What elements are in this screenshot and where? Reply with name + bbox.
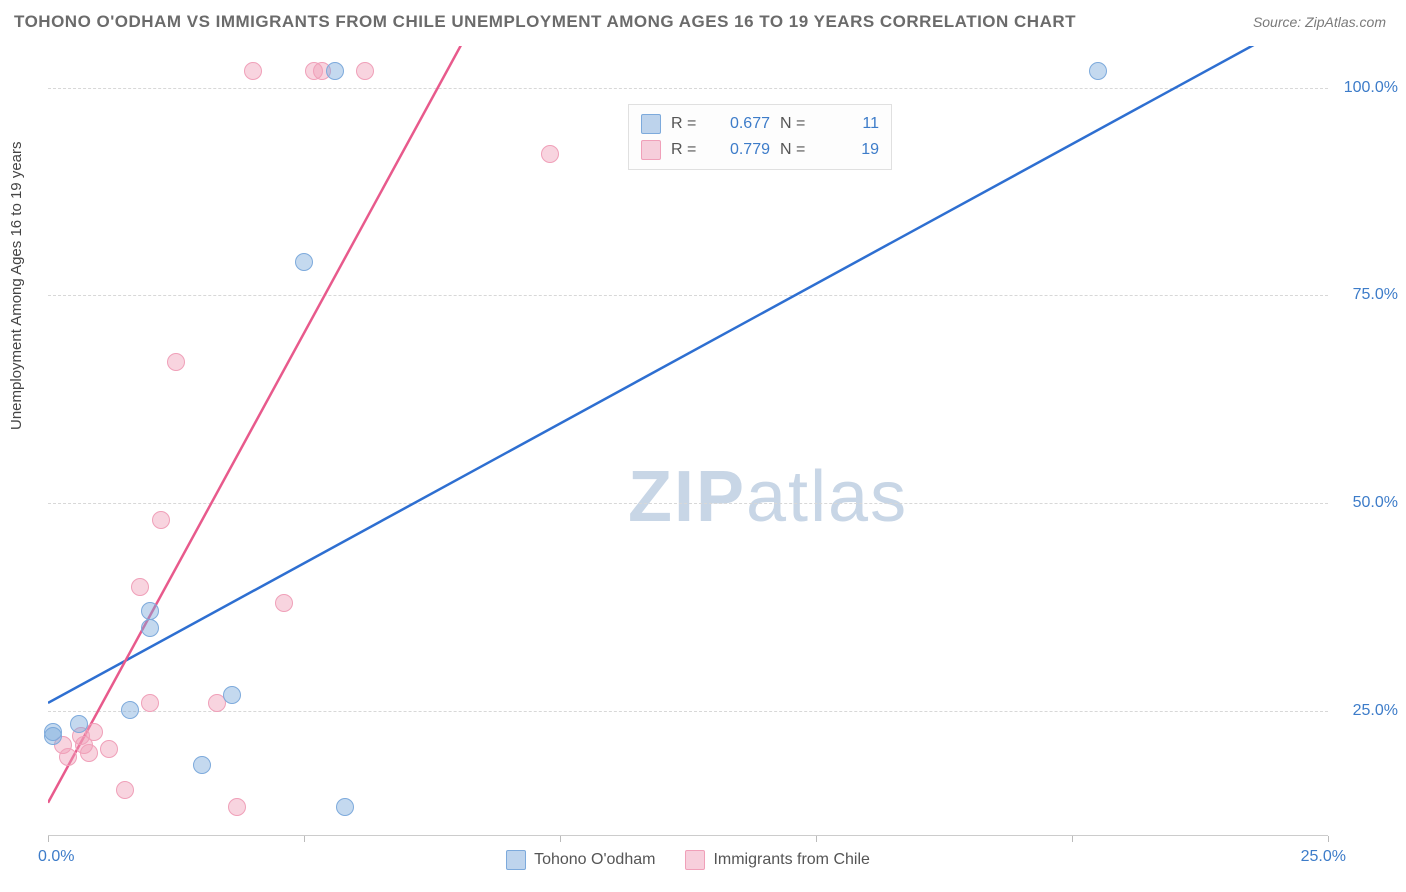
pink-scatter-point (100, 740, 118, 758)
y-axis-tick: 25.0% (1338, 702, 1398, 720)
legend-r-value: 0.779 (715, 141, 770, 159)
chart-plot-area: ZIPatlas 0.0% 25.0% R = 0.677 N = 11 R =… (48, 46, 1328, 836)
pink-scatter-point (152, 511, 170, 529)
chart-title: TOHONO O'ODHAM VS IMMIGRANTS FROM CHILE … (14, 12, 1076, 32)
x-axis-tick (304, 836, 305, 842)
legend-series: Tohono O'odham Immigrants from Chile (48, 850, 1328, 870)
y-axis-label: Unemployment Among Ages 16 to 19 years (8, 141, 25, 430)
watermark: ZIPatlas (628, 456, 908, 538)
legend-n-value: 19 (824, 141, 879, 159)
pink-scatter-point (141, 694, 159, 712)
swatch-pink-icon (685, 850, 705, 870)
blue-scatter-point (193, 756, 211, 774)
legend-label: Tohono O'odham (534, 851, 655, 869)
x-axis-tick (560, 836, 561, 842)
blue-scatter-point (223, 686, 241, 704)
x-axis-tick (1072, 836, 1073, 842)
x-axis-tick (48, 836, 49, 842)
blue-scatter-point (1089, 62, 1107, 80)
blue-scatter-point (326, 62, 344, 80)
legend-n-label: N = (780, 141, 814, 159)
legend-n-label: N = (780, 115, 814, 133)
pink-scatter-point (244, 62, 262, 80)
pink-trend-line (48, 46, 483, 803)
pink-scatter-point (131, 578, 149, 596)
pink-scatter-point (59, 748, 77, 766)
x-axis-line (48, 835, 1328, 836)
gridline (48, 503, 1328, 504)
legend-r-value: 0.677 (715, 115, 770, 133)
blue-scatter-point (141, 619, 159, 637)
swatch-pink-icon (641, 140, 661, 160)
pink-scatter-point (275, 594, 293, 612)
legend-n-value: 11 (824, 115, 879, 133)
legend-correlation: R = 0.677 N = 11 R = 0.779 N = 19 (628, 104, 892, 170)
gridline (48, 88, 1328, 89)
pink-scatter-point (116, 781, 134, 799)
x-axis-tick (816, 836, 817, 842)
pink-scatter-point (80, 744, 98, 762)
y-axis-tick: 100.0% (1338, 79, 1398, 97)
blue-scatter-point (141, 602, 159, 620)
y-axis-tick: 75.0% (1338, 286, 1398, 304)
blue-scatter-point (121, 701, 139, 719)
blue-scatter-point (336, 798, 354, 816)
gridline (48, 295, 1328, 296)
pink-scatter-point (541, 145, 559, 163)
legend-row-blue: R = 0.677 N = 11 (641, 111, 879, 137)
legend-item-pink: Immigrants from Chile (685, 850, 869, 870)
y-axis-tick: 50.0% (1338, 494, 1398, 512)
pink-scatter-point (228, 798, 246, 816)
legend-r-label: R = (671, 115, 705, 133)
x-axis-tick (1328, 836, 1329, 842)
blue-scatter-point (295, 253, 313, 271)
pink-scatter-point (356, 62, 374, 80)
legend-item-blue: Tohono O'odham (506, 850, 655, 870)
blue-scatter-point (70, 715, 88, 733)
chart-source: Source: ZipAtlas.com (1253, 14, 1386, 30)
blue-scatter-point (44, 727, 62, 745)
swatch-blue-icon (641, 114, 661, 134)
pink-scatter-point (167, 353, 185, 371)
legend-label: Immigrants from Chile (713, 851, 869, 869)
legend-r-label: R = (671, 141, 705, 159)
legend-row-pink: R = 0.779 N = 19 (641, 137, 879, 163)
swatch-blue-icon (506, 850, 526, 870)
gridline (48, 711, 1328, 712)
